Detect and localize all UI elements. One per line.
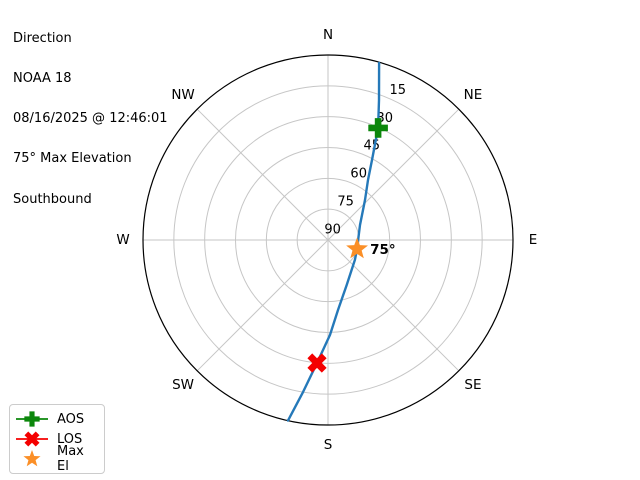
compass-label-ne: NE — [464, 87, 483, 103]
legend-label-maxel: Max El — [57, 444, 84, 474]
compass-label-n: N — [323, 27, 333, 43]
legend-label-los: LOS — [57, 431, 83, 447]
ring-label-90: 90 — [324, 223, 341, 238]
aos-marker-icon — [16, 411, 48, 427]
compass-labels: N NE E SE S SW W NW — [116, 27, 537, 453]
los-marker-icon — [16, 431, 48, 447]
elevation-ring — [265, 177, 391, 303]
los-marker — [307, 353, 327, 373]
header-line-timestamp: 08/16/2025 @ 12:46:01 — [13, 111, 168, 127]
ring-label-15: 15 — [390, 83, 407, 98]
pass-info-header: Direction NOAA 18 08/16/2025 @ 12:46:01 … — [13, 5, 168, 233]
legend-label-aos: AOS — [57, 411, 85, 427]
elevation-ring — [235, 147, 421, 333]
legend-x-glyph — [24, 431, 40, 447]
ring-label-60: 60 — [350, 167, 367, 182]
ring-label-45: 45 — [363, 139, 380, 154]
max-el-marker-icon — [23, 450, 41, 467]
compass-label-e: E — [529, 232, 538, 248]
compass-label-w: W — [116, 232, 129, 248]
chart-legend: AOS LOS Max El — [9, 404, 105, 474]
legend-item-los: LOS — [14, 429, 98, 449]
max-el-marker — [346, 237, 368, 259]
horizon-circle — [142, 54, 514, 426]
elevation-ring — [204, 116, 452, 364]
compass-label-s: S — [324, 437, 333, 453]
max-elevation-annotation: 75° — [370, 242, 396, 258]
legend-plus-glyph — [24, 411, 40, 427]
aos-marker — [368, 118, 388, 138]
polar-grid — [142, 54, 514, 426]
legend-star-glyph — [23, 450, 41, 467]
elevation-ring — [173, 85, 483, 395]
compass-label-sw: SW — [172, 377, 194, 393]
pass-markers — [307, 118, 388, 373]
header-line-title: Direction — [13, 30, 72, 46]
compass-label-se: SE — [464, 377, 481, 393]
compass-label-nw: NW — [171, 87, 194, 103]
header-line-max-elevation: 75° Max Elevation — [13, 151, 132, 167]
header-line-satellite: NOAA 18 — [13, 71, 72, 87]
legend-item-aos: AOS — [14, 409, 98, 429]
ring-label-75: 75 — [337, 195, 354, 210]
header-line-direction: Southbound — [13, 191, 92, 207]
legend-item-maxel: Max El — [14, 444, 98, 474]
